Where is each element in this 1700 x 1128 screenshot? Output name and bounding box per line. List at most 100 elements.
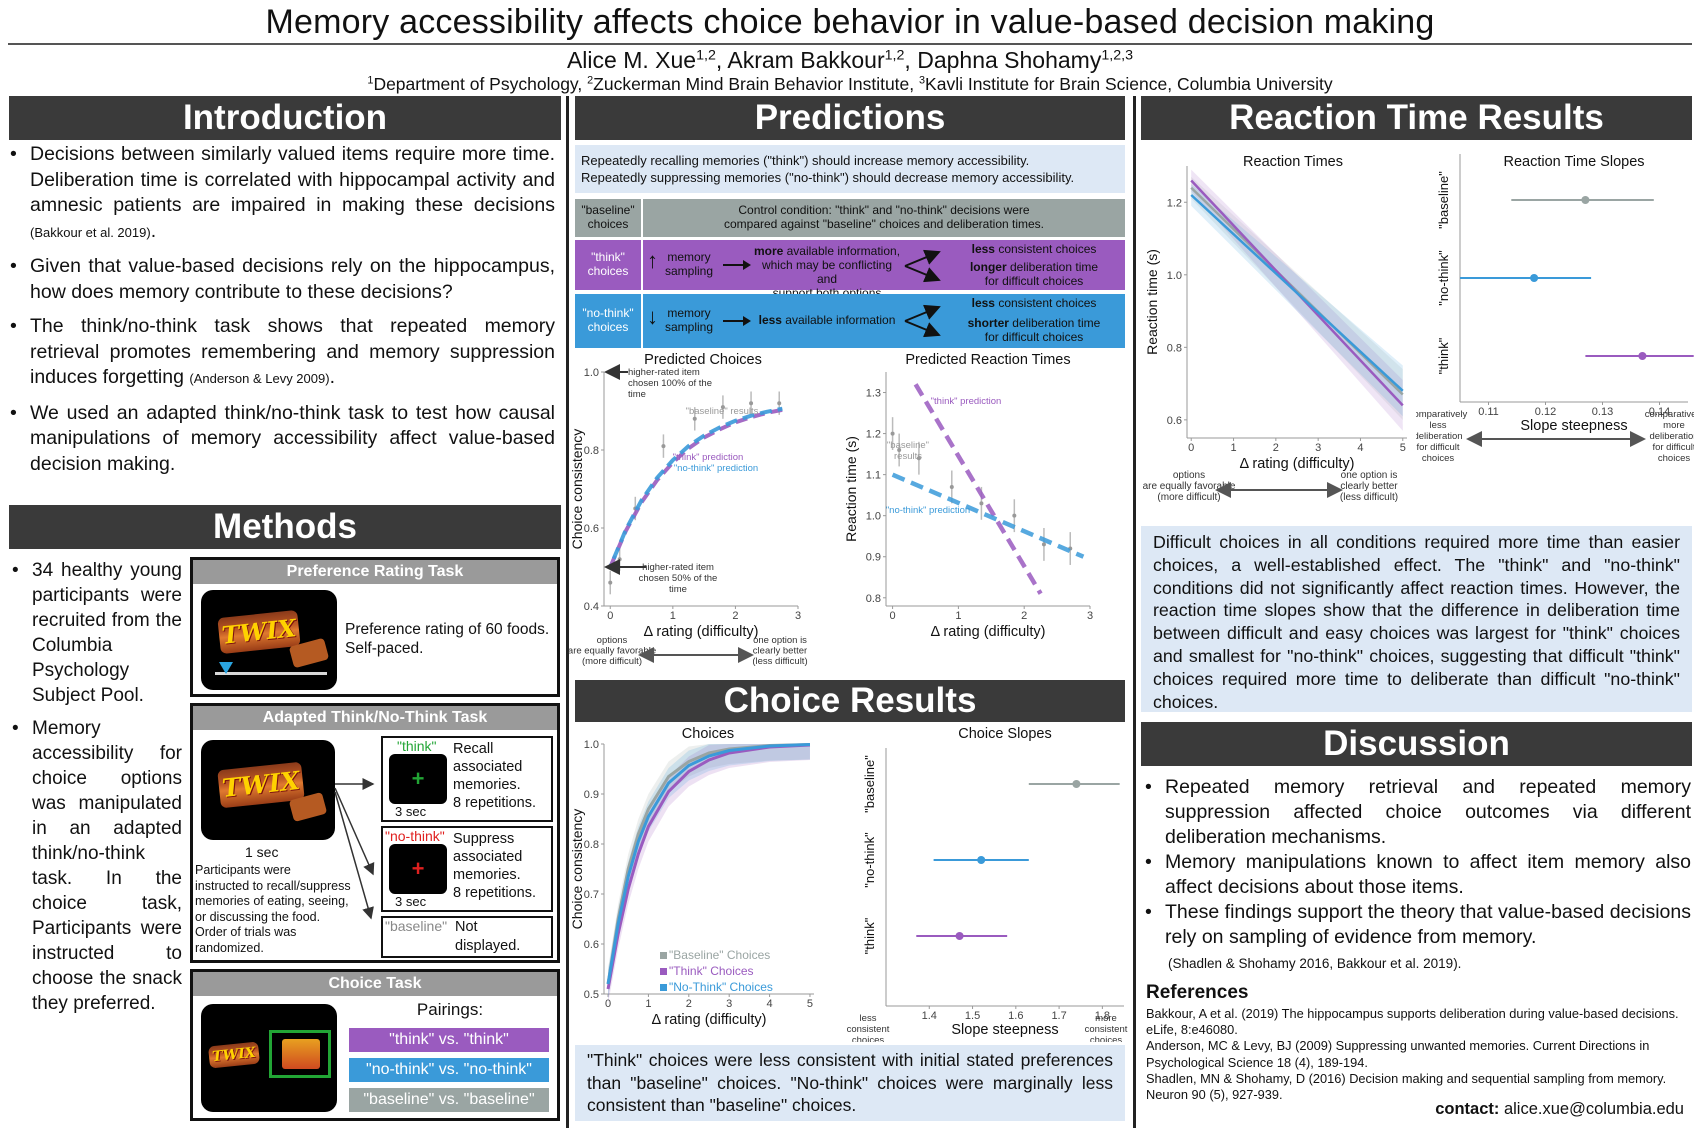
x-tick-label: 1 — [645, 998, 651, 1010]
row-text: Control condition: "think" and "no-think… — [723, 203, 1045, 231]
info-text: more available information, which may be… — [753, 244, 901, 300]
think-duration: 3 sec — [395, 804, 427, 819]
baseline-point — [916, 456, 921, 461]
row-label: "baseline" choices — [581, 203, 635, 231]
contact-email-link[interactable]: alice.xue@columbia.edu — [1503, 1100, 1684, 1118]
baseline-label: "baseline" — [385, 918, 448, 934]
x-end-label-left: less — [860, 1013, 877, 1024]
selected-snack-frame — [269, 1030, 331, 1078]
row-label: "think" choices — [587, 250, 629, 278]
think-outcomes: less consistent choices longer deliberat… — [969, 242, 1099, 288]
y-axis-label: Reaction time (s) — [843, 436, 859, 542]
annotation-text: higher-rated item — [628, 367, 700, 378]
choices-chart: 0 1 2 3 4 5 0.5 0.6 0.7 0.8 0.9 1.0 Choices Δ rating … — [569, 726, 814, 1028]
predictions-intro: Repeatedly recalling memories ("think") … — [575, 145, 1125, 193]
column-divider — [1133, 96, 1136, 1128]
pairing-nothink: "no-think" vs. "no-think" — [349, 1058, 549, 1082]
reference-item: Shadlen, MN & Shohamy, D (2016) Decision… — [1146, 1070, 1667, 1103]
choice-results-heading: Choice Results — [575, 680, 1125, 722]
y-axis-label: Reaction time (s) — [1144, 249, 1160, 355]
discussion-bullets: Repeated memory retrieval and repeated m… — [1143, 775, 1691, 950]
legend-label: "Baseline" Choices — [669, 948, 770, 962]
baseline-slope-point — [1581, 196, 1590, 204]
baseline-condition-box: "baseline" Not displayed. — [381, 916, 553, 958]
series-label: "think" prediction — [673, 452, 744, 463]
baseline-point — [890, 431, 895, 436]
affiliation: Kavli Institute for Brain Science, Colum… — [925, 74, 1333, 94]
x-axis-label: Δ rating (difficulty) — [1240, 456, 1355, 472]
y-tick-label: 1.0 — [584, 739, 599, 751]
arrow-icon — [723, 264, 745, 266]
legend-label: "Think" Choices — [669, 964, 754, 978]
difficulty-left-label: are equally favorable — [1143, 481, 1236, 492]
baseline-point — [617, 557, 622, 562]
title-rule — [8, 43, 1692, 45]
candy-bar-image: TWIX — [217, 609, 301, 655]
x-tick-label: 5 — [1400, 442, 1406, 454]
choice-slopes-chart: Choice Slopes 1.4 1.5 1.6 1.7 1.8 "baseline" "n… — [847, 726, 1128, 1042]
x-end-label-right: deliberation — [1649, 431, 1694, 442]
predicted-choices-chart: 0 1 2 3 0.4 0.6 0.8 1.0 Predicted Choices Δ ratin… — [568, 352, 808, 667]
reaction-times-chart: 0 1 2 3 4 5 0.6 0.8 1.0 1.2 Reaction Times Δ rating… — [1143, 154, 1407, 503]
discussion-citation: (Shadlen & Shohamy 2016, Bakkour et al. … — [1168, 956, 1462, 971]
y-tick-label: 0.8 — [584, 839, 599, 851]
nothink-outcomes: less consistent choices shorter delibera… — [967, 296, 1101, 344]
y-tick-label: 0.9 — [866, 552, 881, 564]
baseline-point — [949, 484, 954, 489]
annotation-text: time — [628, 389, 646, 400]
x-tick-label: 1.8 — [1095, 1010, 1110, 1022]
chart-title: Predicted Choices — [644, 352, 762, 368]
arrow-head-icon — [743, 316, 751, 326]
x-end-label-left: deliberation — [1416, 431, 1463, 442]
annotation-text: chosen 100% of the — [628, 378, 712, 389]
x-tick-label: 0 — [1188, 442, 1194, 454]
baseline-prediction-row: "baseline" choices Control condition: "th… — [575, 199, 1125, 237]
x-tick-label: 1.4 — [922, 1010, 937, 1022]
category-label: "no-think" — [862, 832, 877, 888]
difficulty-left-label: options — [1173, 470, 1205, 481]
y-tick-label: 0.8 — [584, 445, 599, 457]
methods-heading: Methods — [9, 505, 561, 549]
pairing-think: "think" vs. "think" — [349, 1028, 549, 1052]
y-tick-label: 0.8 — [866, 593, 881, 605]
x-tick-label: 1 — [1230, 442, 1236, 454]
baseline-point — [1041, 542, 1046, 547]
sampling-label: memory sampling — [664, 306, 714, 334]
difficulty-right-label: one option is — [1341, 470, 1398, 481]
task-title: Choice Task — [193, 972, 557, 996]
condition-arrows — [334, 778, 375, 920]
think-prediction-row: "think" choices ↑ memory sampling more ava… — [575, 240, 1125, 300]
baseline-point — [1012, 513, 1017, 518]
x-tick-label: 2 — [1273, 442, 1279, 454]
x-tick-label: 3 — [726, 998, 732, 1010]
task-title: Adapted Think/No-Think Task — [193, 706, 557, 730]
pairing-baseline: "baseline" vs. "baseline" — [349, 1088, 549, 1112]
list-item: We used an adapted think/no-think task t… — [8, 401, 555, 478]
x-tick-label: 1.7 — [1051, 1010, 1066, 1022]
contact: contact: alice.xue@columbia.edu — [1435, 1100, 1684, 1118]
chart-title: Choices — [682, 726, 734, 742]
row-label: "no-think" choices — [582, 306, 634, 334]
choice-screen-image: TWIX — [201, 1004, 337, 1112]
think-label: "think" — [397, 738, 437, 754]
chart-title: Reaction Times — [1243, 154, 1343, 170]
baseline-label: results — [894, 451, 922, 462]
x-tick-label: 0.11 — [1478, 406, 1499, 418]
x-end-label-right: choices — [1658, 453, 1690, 464]
author-list: Alice M. Xue1,2, Akram Bakkour1,2, Daphn… — [566, 47, 1134, 73]
y-tick-label: 1.0 — [866, 511, 881, 523]
fixation-duration: 1 sec — [245, 844, 279, 860]
think-no-think-task-box: Adapted Think/No-Think Task TWIX 1 sec P… — [190, 703, 560, 963]
difficulty-right-label: (less difficult) — [1340, 492, 1398, 503]
x-axis-label: Slope steepness — [1520, 418, 1627, 434]
sampling-label: memory sampling — [664, 250, 714, 278]
baseline-point — [777, 401, 782, 406]
x-axis-label: Δ rating (difficulty) — [652, 1012, 767, 1028]
think-prediction-line — [913, 383, 1043, 595]
preference-rating-task-box: Preference Rating Task TWIX Preference r… — [190, 557, 560, 697]
reference-item: Anderson, MC & Levy, BJ (2009) Suppressi… — [1146, 1038, 1650, 1070]
task-title: Preference Rating Task — [193, 560, 557, 584]
legend-swatch — [660, 968, 667, 975]
choice-task-box: Choice Task TWIX Pairings: "think" vs. "… — [190, 969, 560, 1121]
baseline-point — [720, 405, 725, 410]
